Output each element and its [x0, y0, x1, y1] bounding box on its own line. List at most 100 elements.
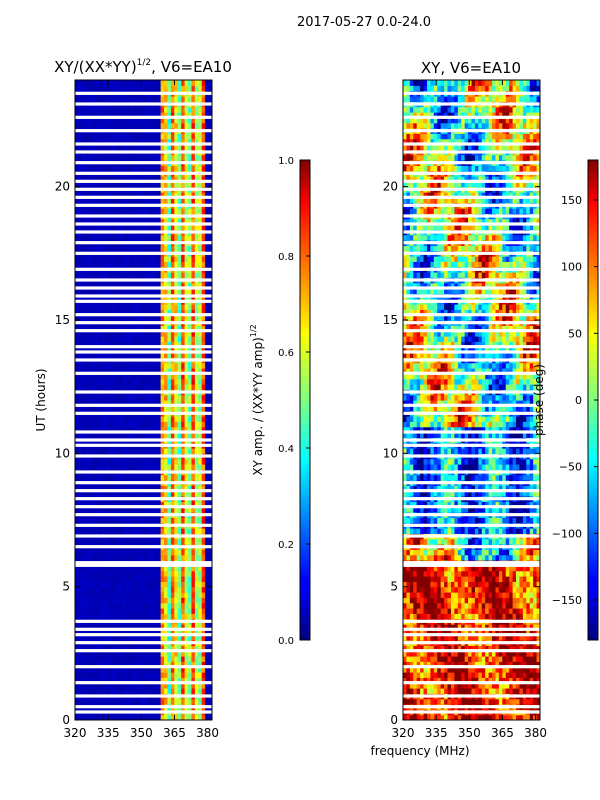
- heatmap-cell: [136, 629, 141, 636]
- heatmap-cell: [109, 122, 114, 129]
- heatmap-cell: [146, 133, 151, 140]
- heatmap-cell: [167, 538, 172, 545]
- heatmap-cell: [116, 613, 121, 620]
- heatmap-cell: [98, 528, 103, 534]
- heatmap-cell: [146, 362, 151, 369]
- heatmap-cell: [143, 256, 148, 262]
- heatmap-cell: [136, 517, 141, 524]
- heatmap-cell: [174, 506, 179, 513]
- heatmap-cell: [140, 698, 145, 705]
- heatmap-cell: [109, 405, 114, 412]
- heatmap-cell: [143, 464, 148, 470]
- heatmap-cell: [188, 405, 193, 412]
- heatmap-cell: [119, 218, 124, 225]
- heatmap-cell: [133, 608, 138, 614]
- heatmap-cell: [194, 565, 199, 572]
- heatmap-cell: [105, 549, 110, 556]
- heatmap-cell: [102, 677, 107, 684]
- heatmap-cell: [75, 714, 80, 720]
- heatmap-cell: [136, 96, 141, 102]
- heatmap-cell: [160, 96, 165, 102]
- heatmap-cell: [112, 698, 117, 705]
- heatmap-cell: [164, 373, 169, 380]
- heatmap-cell: [105, 405, 110, 412]
- heatmap-cell: [143, 330, 148, 337]
- heatmap-cell: [136, 421, 141, 428]
- heatmap-cell: [78, 218, 83, 225]
- heatmap-cell: [167, 106, 172, 113]
- heatmap-cell: [174, 682, 179, 689]
- heatmap-cell: [184, 666, 189, 673]
- heatmap-cell: [105, 352, 110, 358]
- heatmap-cell: [153, 106, 158, 113]
- heatmap-cell: [105, 538, 110, 545]
- heatmap-cell: [109, 672, 114, 678]
- heatmap-cell: [177, 490, 182, 497]
- heatmap-cell: [153, 192, 158, 198]
- heatmap-cell: [167, 714, 172, 720]
- heatmap-cell: [181, 154, 186, 161]
- heatmap-cell: [160, 245, 165, 252]
- heatmap-cell: [153, 592, 158, 598]
- heatmap-cell: [194, 192, 199, 198]
- heatmap-cell: [119, 554, 124, 561]
- heatmap-cell: [102, 426, 107, 433]
- heatmap-cell: [102, 570, 107, 577]
- heatmap-cell: [126, 362, 131, 369]
- heatmap-cell: [181, 373, 186, 380]
- heatmap-cell: [95, 597, 100, 604]
- heatmap-cell: [184, 517, 189, 524]
- heatmap-cell: [150, 288, 155, 294]
- heatmap-cell: [85, 714, 90, 720]
- heatmap-cell: [105, 165, 110, 172]
- heatmap-cell: [201, 490, 206, 497]
- heatmap-cell: [78, 394, 83, 401]
- heatmap-cell: [468, 714, 473, 720]
- heatmap-cell: [98, 650, 103, 657]
- heatmap-cell: [92, 432, 97, 438]
- heatmap-cell: [181, 517, 186, 524]
- heatmap-cell: [174, 181, 179, 188]
- flagged-row: [75, 633, 212, 637]
- heatmap-cell: [109, 218, 114, 225]
- heatmap-cell: [92, 282, 97, 289]
- heatmap-cell: [116, 645, 121, 652]
- heatmap-cell: [140, 314, 145, 321]
- flagged-row: [75, 102, 212, 106]
- heatmap-cell: [75, 565, 80, 572]
- heatmap-cell: [109, 352, 114, 358]
- heatmap-cell: [164, 224, 169, 230]
- heatmap-cell: [208, 549, 212, 556]
- heatmap-cell: [188, 208, 193, 214]
- heatmap-cell: [437, 714, 442, 720]
- heatmap-cell: [116, 549, 121, 556]
- heatmap-cell: [88, 330, 93, 337]
- heatmap-cell: [122, 181, 127, 188]
- heatmap-cell: [95, 613, 100, 620]
- heatmap-cell: [112, 122, 117, 129]
- heatmap-cell: [188, 581, 193, 588]
- heatmap-cell: [205, 682, 210, 689]
- heatmap-cell: [191, 688, 196, 694]
- heatmap-cell: [92, 352, 97, 358]
- heatmap-cell: [98, 549, 103, 556]
- flagged-row: [75, 214, 212, 218]
- heatmap-cell: [201, 624, 206, 630]
- heatmap-cell: [122, 586, 127, 593]
- heatmap-cell: [181, 490, 186, 497]
- heatmap-cell: [119, 304, 124, 310]
- heatmap-cell: [112, 549, 117, 556]
- heatmap-cell: [78, 645, 83, 652]
- heatmap-cell: [116, 432, 121, 438]
- heatmap-cell: [150, 650, 155, 657]
- heatmap-cell: [126, 282, 131, 289]
- heatmap-cell: [201, 378, 206, 385]
- heatmap-cell: [150, 421, 155, 428]
- heatmap-cell: [160, 261, 165, 268]
- heatmap-cell: [160, 224, 165, 230]
- heatmap-cell: [194, 96, 199, 102]
- heatmap-cell: [181, 656, 186, 662]
- heatmap-cell: [98, 464, 103, 470]
- heatmap-cell: [105, 624, 110, 630]
- heatmap-cell: [122, 549, 127, 556]
